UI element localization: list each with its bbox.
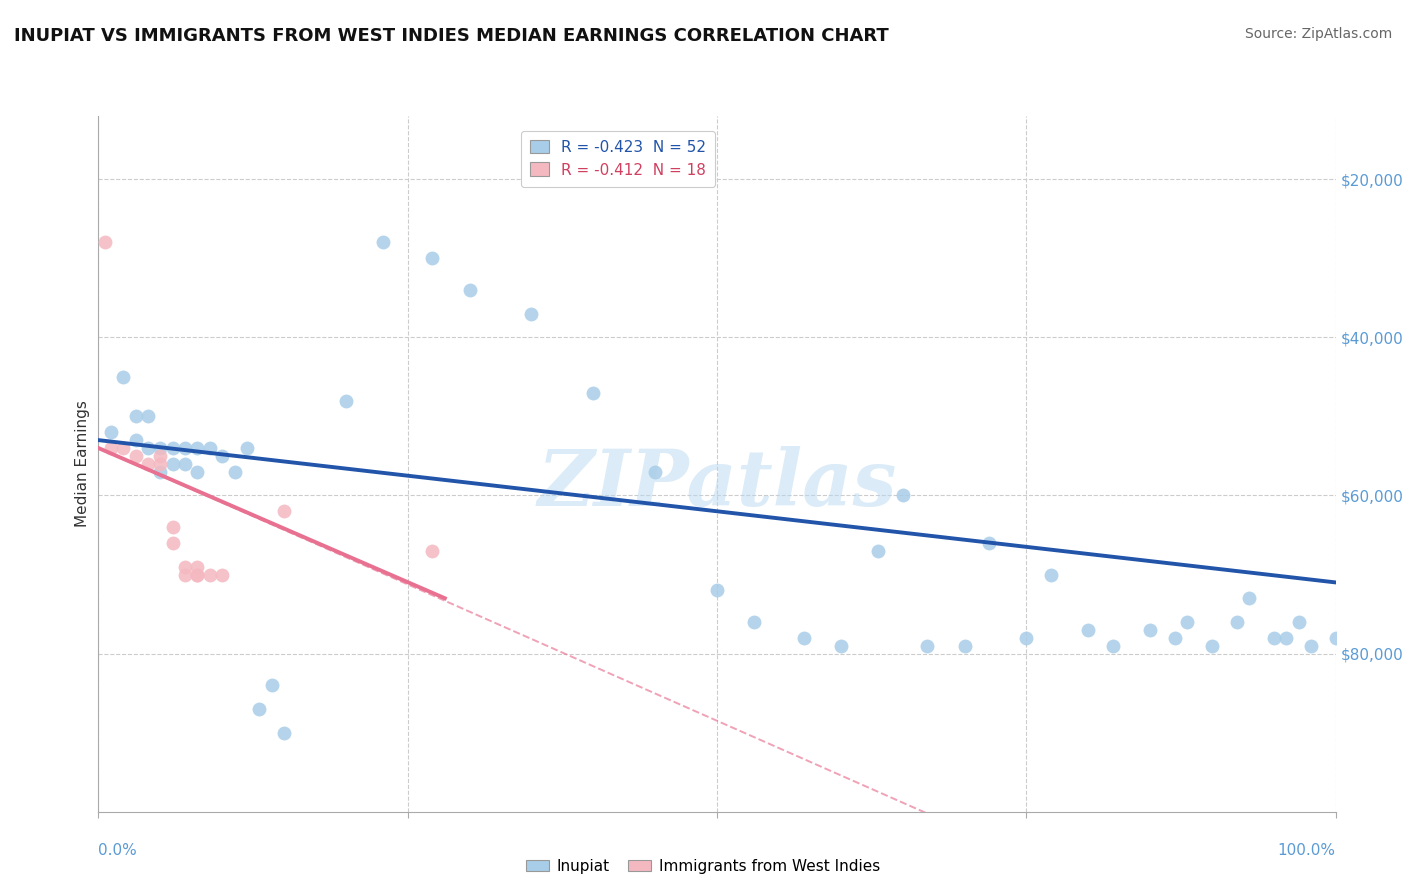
Point bbox=[162, 441, 184, 455]
Point bbox=[198, 567, 221, 582]
Point bbox=[1324, 631, 1347, 645]
Point bbox=[124, 409, 146, 424]
Point bbox=[186, 567, 208, 582]
Point bbox=[124, 433, 146, 447]
Point bbox=[162, 536, 184, 550]
Point bbox=[1175, 615, 1198, 629]
Point bbox=[953, 639, 976, 653]
Point bbox=[273, 725, 295, 739]
Point bbox=[162, 457, 184, 471]
Point bbox=[149, 457, 172, 471]
Point bbox=[866, 544, 889, 558]
Point bbox=[1102, 639, 1125, 653]
Point bbox=[979, 536, 1001, 550]
Point bbox=[335, 393, 357, 408]
Point bbox=[174, 559, 197, 574]
Point bbox=[422, 252, 444, 266]
Point bbox=[644, 465, 666, 479]
Point bbox=[830, 639, 852, 653]
Point bbox=[198, 441, 221, 455]
Point bbox=[1275, 631, 1298, 645]
Point bbox=[211, 449, 233, 463]
Point bbox=[149, 465, 172, 479]
Point bbox=[891, 488, 914, 502]
Point bbox=[742, 615, 765, 629]
Point bbox=[136, 457, 159, 471]
Point bbox=[174, 567, 197, 582]
Point bbox=[1201, 639, 1223, 653]
Point bbox=[100, 441, 122, 455]
Point bbox=[93, 235, 115, 250]
Point bbox=[917, 639, 939, 653]
Point bbox=[1040, 567, 1063, 582]
Point bbox=[236, 441, 259, 455]
Point bbox=[1015, 631, 1038, 645]
Legend: Inupiat, Immigrants from West Indies: Inupiat, Immigrants from West Indies bbox=[520, 853, 886, 880]
Point bbox=[186, 465, 208, 479]
Point bbox=[162, 520, 184, 534]
Point bbox=[1263, 631, 1285, 645]
Point bbox=[1237, 591, 1260, 606]
Point bbox=[793, 631, 815, 645]
Point bbox=[174, 441, 197, 455]
Point bbox=[149, 449, 172, 463]
Point bbox=[260, 678, 283, 692]
Point bbox=[224, 465, 246, 479]
Point bbox=[706, 583, 728, 598]
Text: ZIPatlas: ZIPatlas bbox=[537, 447, 897, 523]
Text: INUPIAT VS IMMIGRANTS FROM WEST INDIES MEDIAN EARNINGS CORRELATION CHART: INUPIAT VS IMMIGRANTS FROM WEST INDIES M… bbox=[14, 27, 889, 45]
Point bbox=[136, 409, 159, 424]
Point bbox=[1164, 631, 1187, 645]
Point bbox=[100, 425, 122, 440]
Point bbox=[1139, 623, 1161, 637]
Point bbox=[174, 457, 197, 471]
Point bbox=[149, 441, 172, 455]
Point bbox=[112, 370, 135, 384]
Text: Source: ZipAtlas.com: Source: ZipAtlas.com bbox=[1244, 27, 1392, 41]
Point bbox=[186, 567, 208, 582]
Point bbox=[112, 441, 135, 455]
Point bbox=[124, 449, 146, 463]
Point bbox=[136, 441, 159, 455]
Point bbox=[520, 307, 543, 321]
Point bbox=[1299, 639, 1322, 653]
Text: 0.0%: 0.0% bbox=[98, 843, 138, 858]
Legend: R = -0.423  N = 52, R = -0.412  N = 18: R = -0.423 N = 52, R = -0.412 N = 18 bbox=[522, 130, 716, 186]
Point bbox=[1077, 623, 1099, 637]
Point bbox=[247, 702, 270, 716]
Point bbox=[582, 385, 605, 400]
Point bbox=[1226, 615, 1249, 629]
Point bbox=[458, 283, 481, 297]
Point bbox=[1288, 615, 1310, 629]
Point bbox=[186, 559, 208, 574]
Point bbox=[186, 441, 208, 455]
Text: 100.0%: 100.0% bbox=[1278, 843, 1336, 858]
Point bbox=[422, 544, 444, 558]
Point bbox=[273, 504, 295, 518]
Point bbox=[211, 567, 233, 582]
Y-axis label: Median Earnings: Median Earnings bbox=[75, 401, 90, 527]
Point bbox=[371, 235, 394, 250]
